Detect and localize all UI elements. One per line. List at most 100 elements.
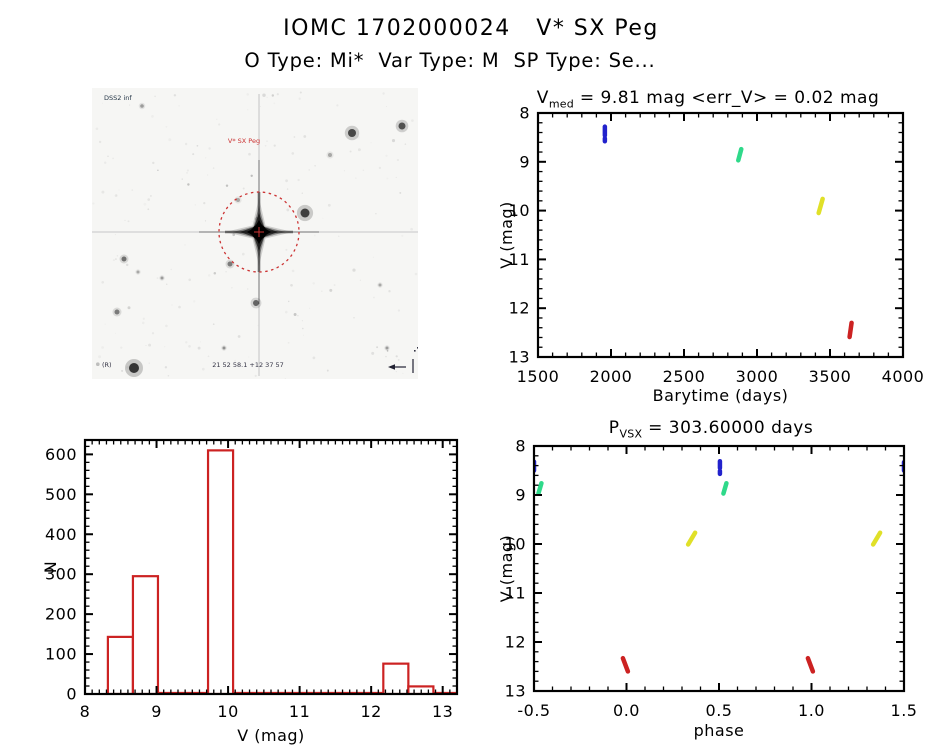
data-point-cluster (536, 480, 544, 496)
plot-frame (532, 444, 906, 693)
lc-data-layer (602, 124, 854, 340)
data-point-cluster (805, 655, 816, 674)
finder-chart: DSS2 inf V* SX Peg 21 52 58.1 +12 37 57 (R) (92, 88, 419, 380)
field-star (395, 119, 409, 133)
svg-text:13: 13 (505, 682, 526, 701)
compass-icon (388, 347, 419, 373)
svg-text:-0.5: -0.5 (517, 701, 550, 720)
major-ticks (537, 112, 904, 358)
svg-text:10: 10 (505, 535, 526, 554)
data-point-cluster (736, 146, 744, 163)
svg-text:V (mag): V (mag) (237, 726, 305, 745)
svg-text:V (mag): V (mag) (500, 201, 516, 269)
field-star (344, 125, 360, 141)
target-circle (218, 191, 300, 273)
svg-text:11: 11 (289, 702, 310, 721)
svg-text:9: 9 (151, 702, 162, 721)
title-part: = 303.60000 days (642, 418, 814, 438)
svg-text:8: 8 (515, 437, 526, 456)
lightcurve-title: Vmed = 9.81 mag <err_V> = 0.02 mag (537, 88, 880, 110)
field-star (112, 307, 122, 317)
svg-text:N: N (41, 561, 60, 573)
major-ticks (533, 445, 905, 692)
field-star (384, 345, 390, 351)
axis-labels: -0.5 0.0 0.5 1.0 1.5 8 9 10 11 12 13 phase V (mag) (500, 437, 917, 741)
svg-text:Barytime (days): Barytime (days) (653, 386, 789, 405)
phase-folded-plot: -0.5 0.0 0.5 1.0 1.5 8 9 10 11 12 13 phase V (mag) (500, 437, 917, 741)
field-star (234, 196, 242, 204)
title-subscript: VSX (619, 427, 643, 441)
data-point-cluster (816, 196, 825, 216)
hist-data-layer (106, 449, 457, 694)
field-star (296, 204, 314, 222)
title-part: P (608, 418, 620, 438)
svg-text:10: 10 (509, 201, 530, 220)
field-star (125, 359, 143, 377)
svg-text:4000: 4000 (882, 367, 925, 386)
title-part: V (536, 88, 549, 108)
svg-text:12: 12 (509, 299, 530, 318)
svg-text:13: 13 (432, 702, 453, 721)
title-part: = 9.81 mag <err_V> = 0.02 mag (573, 88, 880, 108)
data-point-cluster (870, 530, 883, 547)
svg-text:1.5: 1.5 (891, 701, 918, 720)
histogram-bar (106, 635, 135, 694)
coords-label: 21 52 58.1 +12 37 57 (212, 361, 284, 369)
svg-text:9: 9 (519, 152, 530, 171)
svg-text:11: 11 (509, 250, 530, 269)
data-point-cluster (721, 480, 729, 496)
field-star (377, 282, 383, 288)
data-point-cluster (620, 655, 631, 674)
title-subscript: med (548, 97, 574, 111)
finder-chart-image: DSS2 inf V* SX Peg 21 52 58.1 +12 37 57 (R) (92, 88, 419, 380)
phase-title: PVSX = 303.60000 days (609, 418, 813, 440)
field-star (326, 151, 334, 159)
magnitude-histogram: 8 9 10 11 12 13 0 100 200 300 400 500 600 V (mag) N (41, 438, 459, 745)
plot-frame (536, 111, 905, 359)
svg-text:400: 400 (45, 525, 77, 544)
target-label: V* SX Peg (228, 137, 260, 145)
svg-text:V (mag): V (mag) (500, 535, 516, 603)
axis-labels: 8 9 10 11 12 13 0 100 200 300 400 500 600 V (mag) N (41, 445, 453, 745)
svg-text:8: 8 (519, 104, 530, 123)
field-star (119, 254, 129, 264)
svg-text:11: 11 (505, 584, 526, 603)
minor-ticks (538, 113, 903, 357)
svg-text:3500: 3500 (809, 367, 852, 386)
axis-labels: 1500 2000 2500 3000 3500 4000 8 9 10 11 12 13 Baryti… (500, 104, 924, 406)
svg-text:13: 13 (509, 348, 530, 367)
histogram-bar (382, 662, 410, 694)
plot-frame (83, 438, 459, 696)
histogram-bar (206, 449, 235, 694)
svg-text:200: 200 (45, 605, 77, 624)
svg-text:2000: 2000 (590, 367, 633, 386)
field-star (221, 345, 227, 351)
svg-text:3000: 3000 (736, 367, 779, 386)
svg-text:10: 10 (217, 702, 238, 721)
data-point-cluster (847, 320, 854, 340)
survey-label: DSS2 inf (104, 94, 132, 102)
svg-text:phase: phase (694, 721, 745, 740)
svg-text:9: 9 (515, 486, 526, 505)
field-star (250, 297, 262, 309)
field-star (135, 269, 141, 275)
page-subtitle: O Type: Mi* Var Type: M SP Type: Se... (244, 49, 656, 72)
ph-data-layer (534, 458, 904, 674)
svg-text:300: 300 (45, 565, 77, 584)
svg-text:500: 500 (45, 485, 77, 504)
page-title: IOMC 1702000024 V* SX Peg (283, 16, 659, 41)
svg-text:600: 600 (45, 445, 77, 464)
svg-text:0.0: 0.0 (613, 701, 640, 720)
svg-text:0.5: 0.5 (706, 701, 733, 720)
svg-text:0: 0 (66, 685, 77, 704)
lightcurve-plot: 1500 2000 2500 3000 3500 4000 8 9 10 11 12 13 Baryti… (500, 104, 924, 406)
field-star (138, 102, 146, 110)
histogram-bar (131, 575, 160, 694)
corner-label: (R) (102, 361, 112, 369)
svg-text:12: 12 (505, 633, 526, 652)
svg-text:1.0: 1.0 (798, 701, 825, 720)
svg-text:12: 12 (360, 702, 381, 721)
minor-ticks (534, 446, 904, 691)
svg-text:100: 100 (45, 645, 77, 664)
